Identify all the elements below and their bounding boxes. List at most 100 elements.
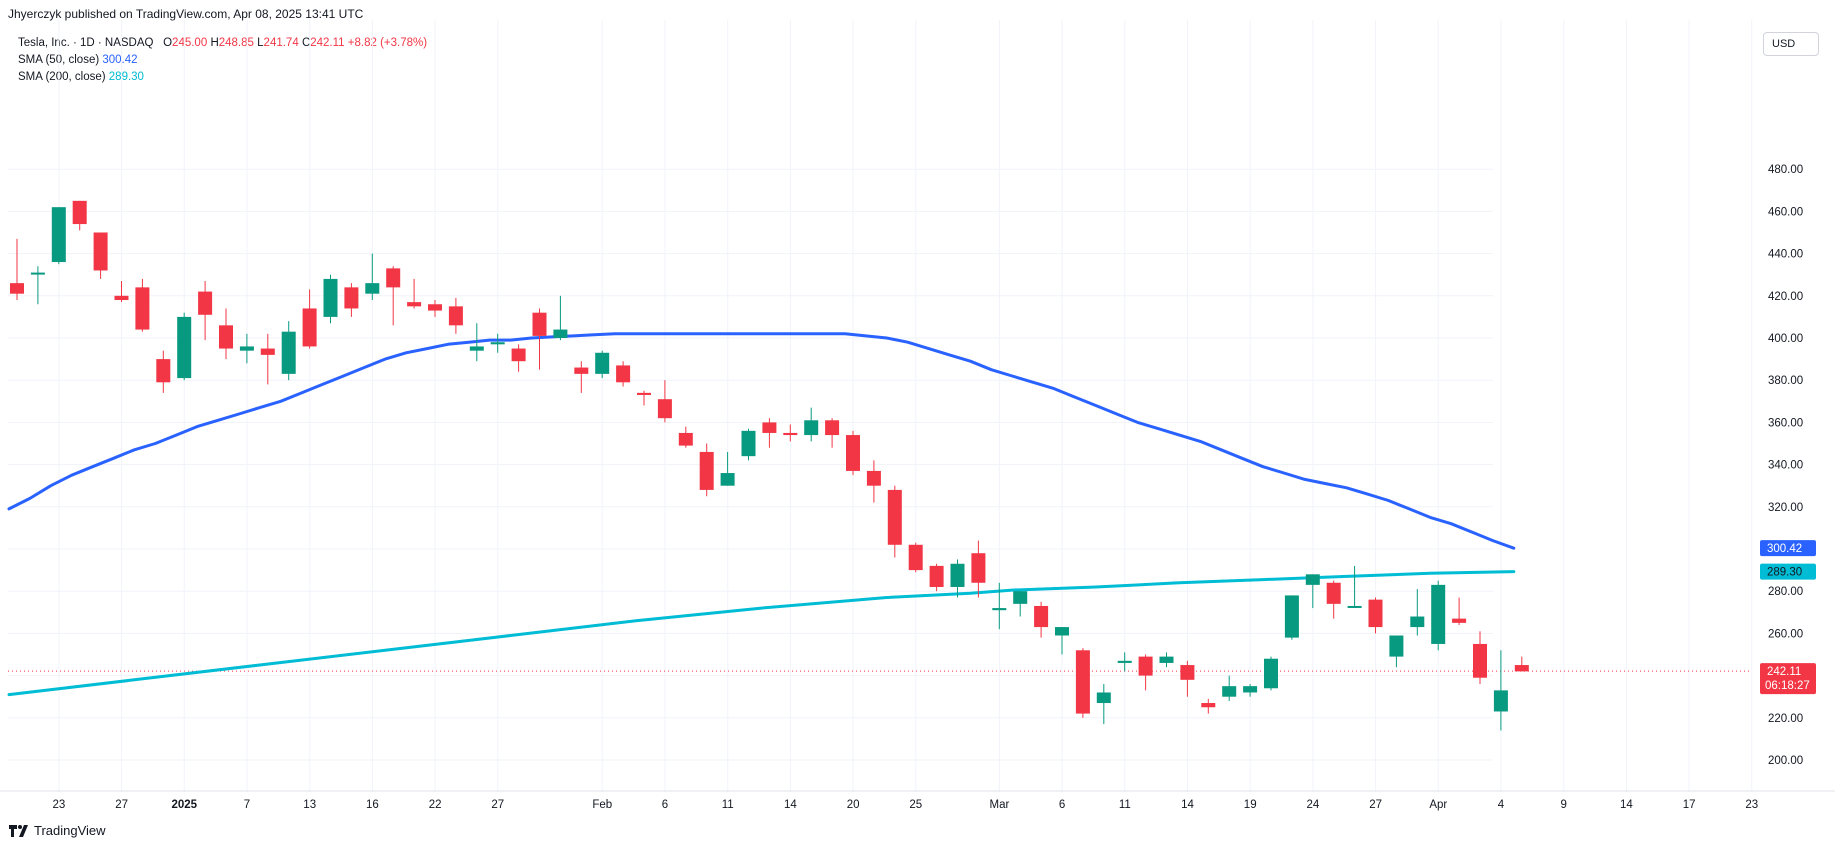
time-tick-label: 17: [1683, 799, 1696, 811]
candle-body: [239, 346, 254, 351]
candle-body: [1222, 686, 1237, 697]
candle-body: [929, 565, 944, 587]
candle-body: [1389, 635, 1404, 657]
price-tick-label: 260.00: [1768, 628, 1803, 640]
candle-up: [323, 274, 338, 324]
chart-legend: Tesla, Inc. · 1D · NASDAQ O245.00 H248.8…: [18, 35, 427, 86]
candle-down: [114, 281, 129, 303]
candle-down: [929, 563, 944, 592]
candle-up: [595, 350, 610, 379]
candle-down: [156, 350, 171, 393]
candle-body: [1305, 574, 1320, 585]
candle-up: [1055, 627, 1069, 655]
candle-body: [1264, 658, 1278, 689]
price-tick-label: 200.00: [1768, 755, 1803, 767]
candle-body: [1284, 595, 1299, 638]
candle-down: [783, 424, 798, 442]
candle-up: [1493, 650, 1508, 731]
candle-body: [595, 352, 610, 374]
candle-down: [657, 380, 672, 423]
price-tick-label: 320.00: [1768, 502, 1803, 514]
time-tick-label: Apr: [1429, 799, 1447, 811]
countdown-badge-text: 06:18:27: [1765, 680, 1810, 692]
candle-up: [1096, 684, 1111, 725]
sma200-price-badge-text: 289.30: [1767, 567, 1802, 579]
grid: [0, 20, 1835, 792]
candle-body: [741, 430, 756, 457]
candle-down: [72, 200, 87, 231]
candle-body: [992, 608, 1007, 611]
candle-body: [846, 435, 860, 471]
candle-up: [1117, 652, 1132, 672]
candle-down: [1452, 597, 1467, 625]
candle-body: [1055, 627, 1069, 636]
price-tick-label: 420.00: [1768, 291, 1803, 303]
candle-up: [1222, 675, 1237, 701]
sma50-series: [7, 332, 1516, 550]
high-label: H: [210, 37, 219, 49]
candle-body: [219, 325, 233, 349]
candle-down: [825, 418, 840, 448]
candle-down: [428, 300, 442, 317]
time-axis[interactable]: 23 27 2025 7 13 16 22 27 Feb 6 11 14 20 25 Mar 6 11 14 19 2…: [53, 799, 1759, 811]
candle-down: [1368, 597, 1383, 634]
symbol-row[interactable]: Tesla, Inc. · 1D · NASDAQ O245.00 H248.8…: [18, 35, 427, 52]
candle-body: [1473, 643, 1487, 678]
candle-down: [1180, 660, 1195, 697]
time-tick-label: 6: [1059, 799, 1065, 811]
sma200-legend-row[interactable]: SMA (200, close) 289.30: [18, 69, 427, 86]
price-tick-label: 360.00: [1768, 417, 1803, 429]
candle-down: [1034, 601, 1049, 638]
time-tick-label: 27: [115, 799, 128, 811]
candle-body: [72, 200, 87, 225]
publisher-line: Jhyerczyk published on TradingView.com, …: [8, 7, 364, 21]
time-tick-label: 11: [722, 799, 734, 811]
currency-selector[interactable]: USD: [1763, 32, 1819, 56]
time-tick-label: 16: [366, 799, 379, 811]
candle-down: [887, 485, 902, 558]
low-label: L: [257, 37, 264, 49]
time-tick-label: 7: [244, 799, 250, 811]
open-value: 245.00: [172, 37, 208, 49]
candle-up: [553, 295, 568, 341]
sma50-value: 300.42: [102, 54, 138, 66]
candle-body: [762, 422, 777, 433]
candle-body: [1117, 660, 1132, 663]
candle-body: [30, 272, 45, 275]
time-tick-label: 22: [429, 799, 442, 811]
candle-down: [260, 333, 275, 385]
candle-up: [1389, 635, 1404, 668]
candle-body: [1368, 599, 1383, 628]
candle-body: [616, 365, 631, 383]
candle-body: [302, 308, 317, 347]
brand-name: TradingView: [34, 823, 106, 838]
candle-up: [239, 333, 254, 364]
candle-up: [1347, 565, 1362, 609]
candle-down: [574, 361, 589, 393]
candle-body: [532, 312, 547, 336]
candle-body: [365, 283, 380, 294]
candle-body: [428, 304, 442, 311]
candle-body: [637, 392, 651, 395]
candle-body: [1075, 650, 1090, 714]
candle-body: [386, 268, 401, 288]
candle-body: [114, 295, 129, 301]
candle-down: [1473, 631, 1487, 685]
candle-down: [971, 540, 986, 598]
candle-body: [407, 302, 422, 307]
price-tick-label: 280.00: [1768, 586, 1803, 598]
footer-brand[interactable]: TradingView: [9, 823, 106, 838]
candle-body: [783, 432, 798, 436]
candle-body: [1410, 616, 1425, 628]
close-value: 242.11: [310, 37, 345, 49]
candle-up: [1305, 574, 1320, 609]
candle-up: [950, 559, 965, 598]
candle-up: [1284, 595, 1299, 640]
candle-up: [469, 323, 484, 362]
time-tick-label: 27: [1369, 799, 1382, 811]
sma200-label: SMA (200, close): [18, 71, 106, 83]
sma200-value: 289.30: [108, 71, 144, 83]
symbol-title: Tesla, Inc. · 1D · NASDAQ: [18, 37, 154, 49]
candle-body: [1452, 618, 1467, 623]
